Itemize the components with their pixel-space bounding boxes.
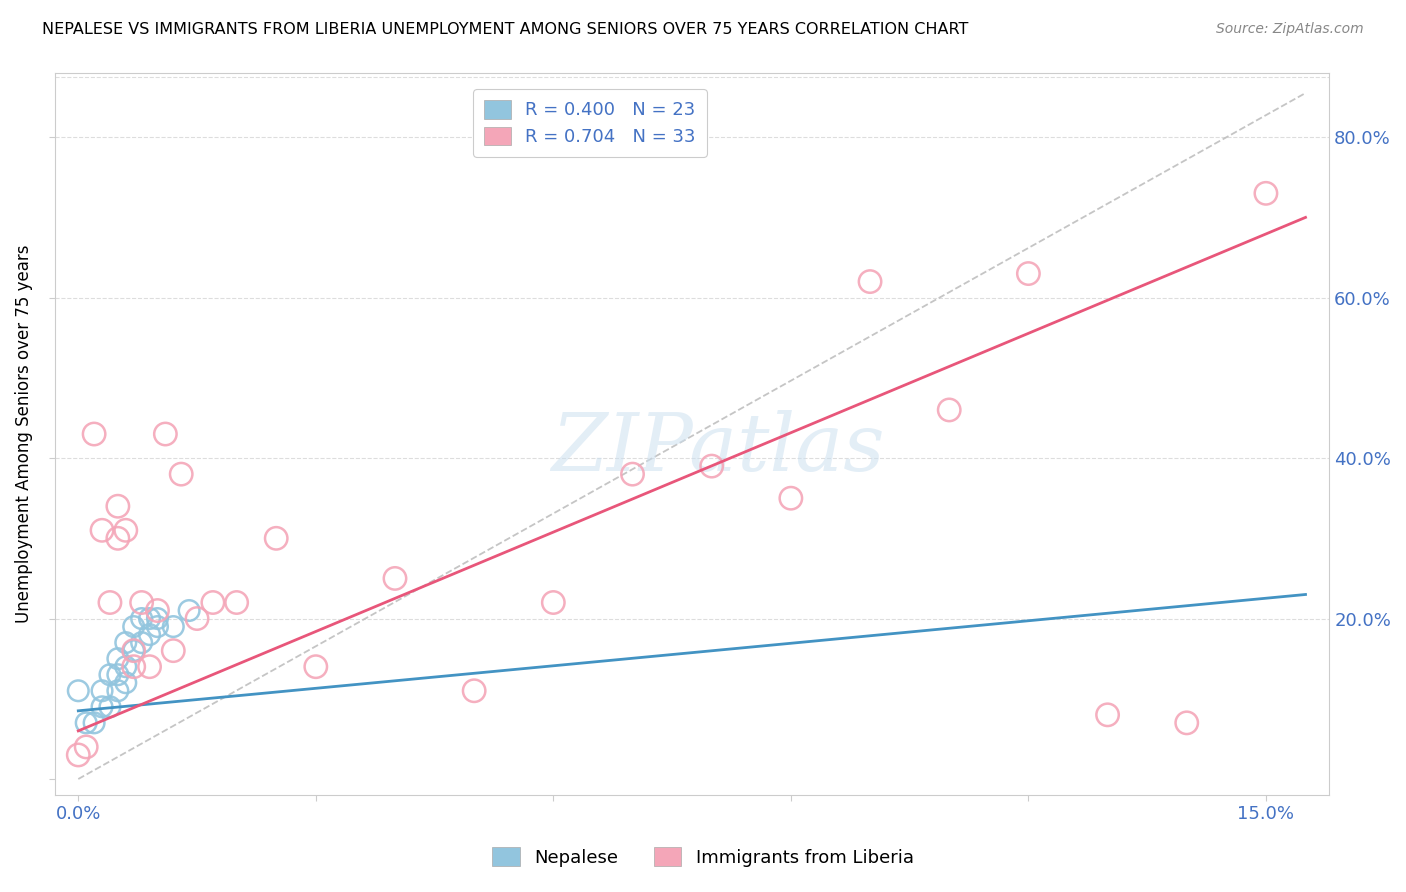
Point: [67, 747, 90, 762]
Point: [107, 667, 129, 681]
Point: [122, 659, 145, 673]
Point: [162, 619, 184, 633]
Y-axis label: Unemployment Among Seniors over 75 years: Unemployment Among Seniors over 75 years: [15, 244, 32, 624]
Point: [91, 524, 114, 538]
Point: [91, 683, 114, 698]
Point: [67, 683, 90, 698]
Point: [138, 627, 160, 641]
Point: [305, 659, 328, 673]
Point: [114, 524, 136, 538]
Point: [621, 467, 644, 482]
Point: [114, 675, 136, 690]
Point: [107, 651, 129, 665]
Point: [75, 739, 97, 754]
Point: [83, 715, 105, 730]
Point: [938, 403, 960, 417]
Point: [98, 699, 121, 714]
Legend: Nepalese, Immigrants from Liberia: Nepalese, Immigrants from Liberia: [485, 840, 921, 874]
Point: [859, 275, 882, 289]
Point: [107, 532, 129, 546]
Point: [138, 659, 160, 673]
Point: [1017, 267, 1039, 281]
Point: [131, 635, 153, 649]
Point: [75, 715, 97, 730]
Point: [779, 491, 801, 506]
Point: [463, 683, 485, 698]
Point: [146, 619, 169, 633]
Point: [146, 603, 169, 617]
Point: [122, 619, 145, 633]
Text: ZIPatlas: ZIPatlas: [551, 409, 884, 487]
Point: [1254, 186, 1277, 201]
Legend: R = 0.400   N = 23, R = 0.704   N = 33: R = 0.400 N = 23, R = 0.704 N = 33: [472, 89, 707, 157]
Point: [107, 500, 129, 514]
Point: [131, 611, 153, 625]
Text: NEPALESE VS IMMIGRANTS FROM LIBERIA UNEMPLOYMENT AMONG SENIORS OVER 75 YEARS COR: NEPALESE VS IMMIGRANTS FROM LIBERIA UNEM…: [42, 22, 969, 37]
Point: [543, 595, 565, 609]
Point: [1175, 715, 1198, 730]
Point: [98, 595, 121, 609]
Point: [170, 467, 193, 482]
Point: [179, 603, 201, 617]
Point: [91, 699, 114, 714]
Point: [107, 683, 129, 698]
Point: [122, 643, 145, 657]
Point: [201, 595, 224, 609]
Text: Source: ZipAtlas.com: Source: ZipAtlas.com: [1216, 22, 1364, 37]
Point: [700, 459, 723, 474]
Point: [1097, 707, 1119, 722]
Point: [122, 643, 145, 657]
Point: [264, 532, 287, 546]
Point: [186, 611, 208, 625]
Point: [155, 427, 177, 442]
Point: [114, 635, 136, 649]
Point: [131, 595, 153, 609]
Point: [138, 611, 160, 625]
Point: [384, 571, 406, 585]
Point: [98, 667, 121, 681]
Point: [162, 643, 184, 657]
Point: [114, 659, 136, 673]
Point: [83, 427, 105, 442]
Point: [146, 611, 169, 625]
Point: [225, 595, 247, 609]
